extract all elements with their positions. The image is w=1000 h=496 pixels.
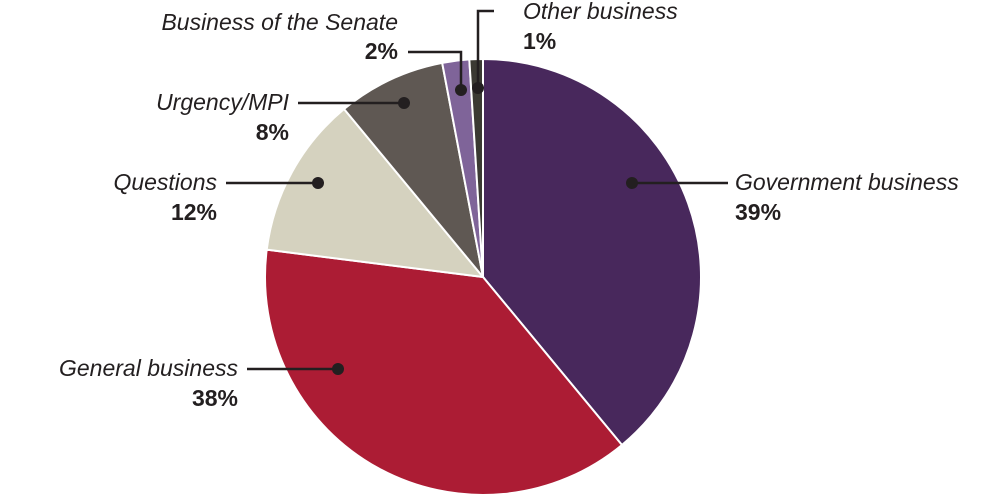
leader-dot-questions [312, 177, 324, 189]
slice-label-questions: Questions [113, 169, 217, 195]
leader-line-business-of-the-senate [408, 50, 463, 90]
slice-percent-questions: 12% [171, 199, 217, 225]
slice-label-government-business: Government business [735, 169, 959, 195]
leader-dot-general-business [332, 363, 344, 375]
slice-percent-government-business: 39% [735, 199, 781, 225]
slice-percent-urgency-mpi: 8% [256, 119, 289, 145]
pie-slice-general-business [264, 248, 624, 496]
pie-slice-other-business [468, 57, 484, 278]
leader-dot-other-business [472, 82, 484, 94]
leader-lines [226, 9, 728, 375]
slice-percent-business-of-the-senate: 2% [365, 38, 398, 64]
slice-label-urgency-mpi: Urgency/MPI [156, 89, 290, 115]
slice-percent-other-business: 1% [523, 28, 556, 54]
pie-slice-urgency-mpi [342, 61, 484, 278]
leader-dot-urgency-mpi [398, 97, 410, 109]
pie-slice-government-business [482, 57, 702, 447]
slice-label-other-business: Other business [523, 0, 678, 24]
pie-slice-questions [265, 107, 486, 279]
slice-percent-general-business: 38% [192, 385, 238, 411]
slice-label-general-business: General business [59, 355, 238, 381]
leader-dot-business-of-the-senate [455, 84, 467, 96]
leader-line-other-business [476, 9, 494, 88]
slice-label-business-of-the-senate: Business of the Senate [161, 9, 398, 35]
slice-labels: Government business 39% General business 38… [59, 0, 959, 411]
leader-dot-government-business [626, 177, 638, 189]
pie-slices [264, 57, 702, 496]
